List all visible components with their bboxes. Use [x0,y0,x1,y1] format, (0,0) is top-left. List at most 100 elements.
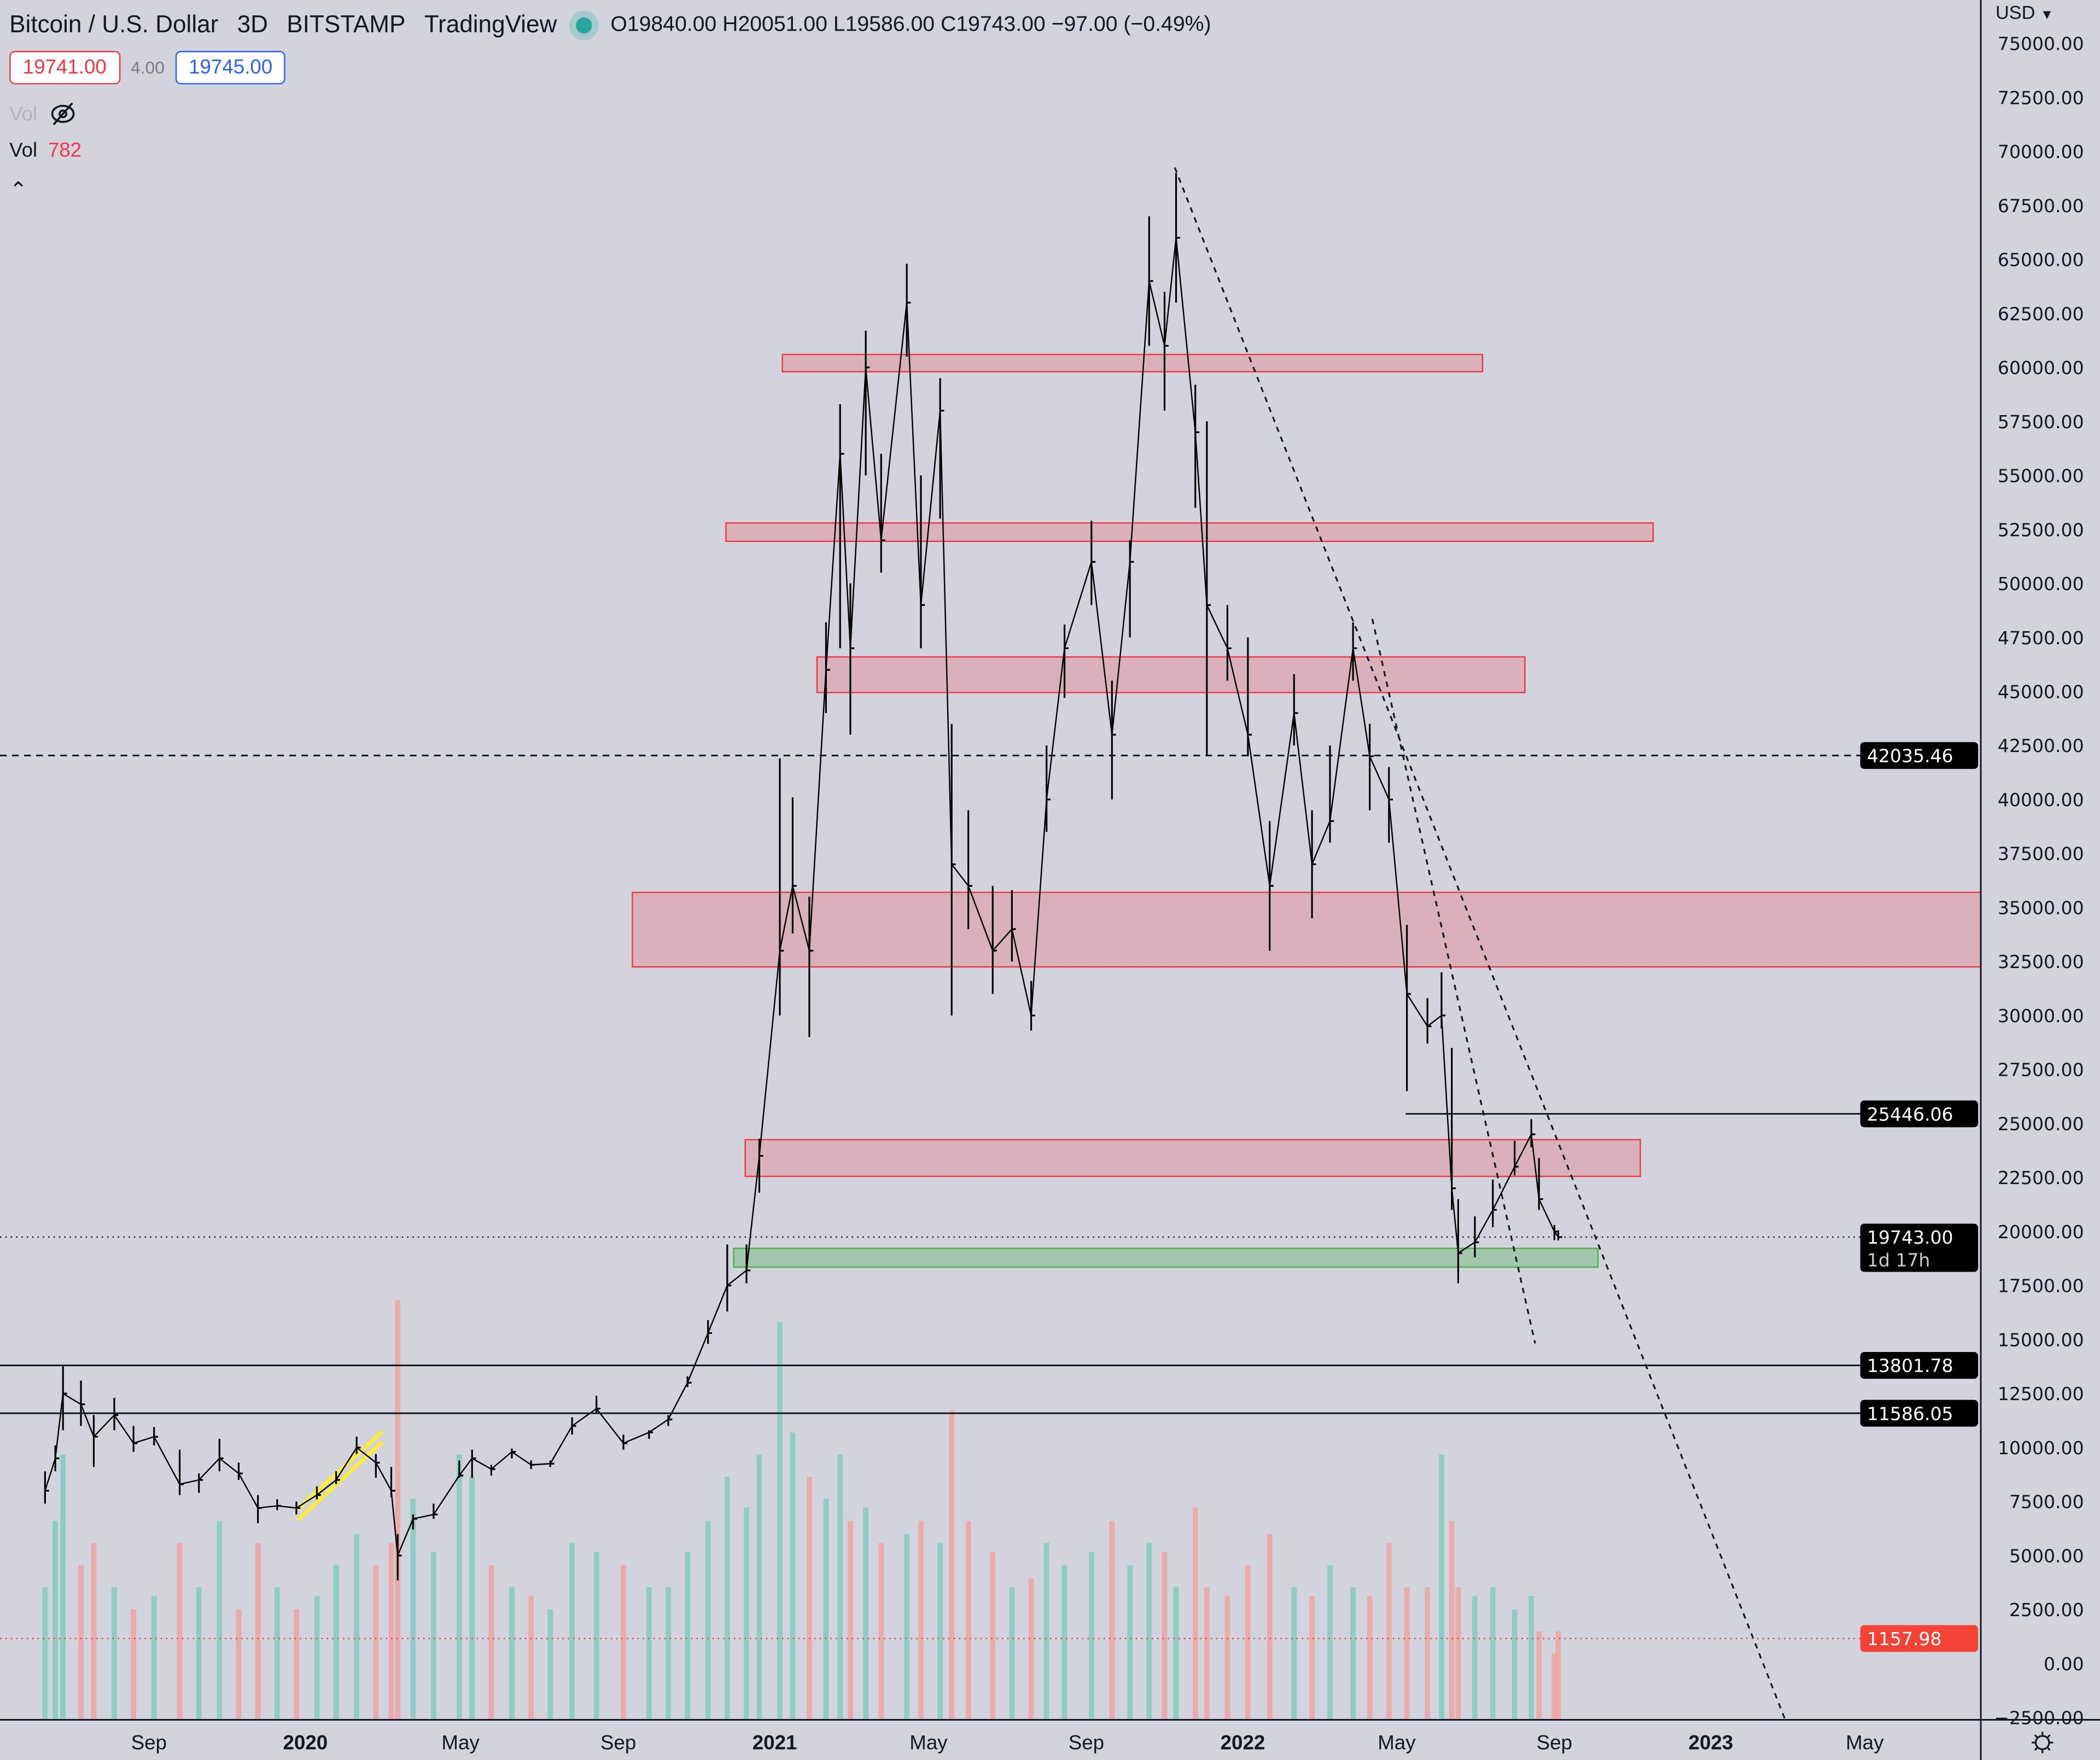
volume-bar [1291,1587,1297,1720]
volume-bar [1472,1596,1478,1720]
price-tick-label: 42500.00 [1998,735,2084,756]
price-bar [44,1471,49,1504]
chevron-up-icon: ⌃ [9,179,27,202]
resistance-zone [632,891,1982,968]
vol-label: Vol [9,139,38,162]
volume-bar [78,1565,84,1720]
price-tick-label: 60000.00 [1998,357,2084,378]
trend-line [1371,619,1536,1344]
price-label: 42035.46 [1860,742,1979,769]
volume-bar [42,1587,48,1720]
ohlc-values: O19840.00 H20051.00 L19586.00 C19743.00 … [610,13,1211,37]
price-bar [458,1460,464,1478]
price-bar [991,885,997,994]
price-bar [622,1434,628,1450]
gear-icon[interactable] [2032,1732,2054,1753]
volume-bar [569,1543,575,1720]
time-tick-label: Sep [1537,1731,1572,1753]
exchange: BITSTAMP [287,10,406,38]
volume-bar [756,1454,762,1720]
volume-bar [410,1499,416,1720]
symbol-name[interactable]: Bitcoin / U.S. Dollar [9,10,219,38]
quote-panel: 19741.00 4.00 19745.00 [9,51,286,85]
open-value: O19840.00 [610,13,717,36]
price-bar [549,1460,555,1467]
price-tick-label: 47500.00 [1998,627,2084,649]
price-tick-label: 2500.00 [2009,1599,2084,1621]
spread: 4.00 [130,57,165,78]
price-tick-label: 52500.00 [1998,519,2084,540]
sell-button[interactable]: 19741.00 [9,51,120,85]
hidden-vol-label: Vol [9,102,38,125]
vol-indicator[interactable]: Vol 782 [9,139,81,162]
volume-bar [547,1609,553,1720]
volume-bar [177,1543,183,1720]
time-tick-label: May [1378,1731,1416,1753]
volume-bar [949,1410,955,1720]
buy-button[interactable]: 19745.00 [175,51,286,85]
price-bar [1514,1140,1519,1175]
price-bar [375,1454,380,1478]
volume-bar [1367,1596,1373,1720]
volume-bar [1043,1543,1049,1720]
volume-bar [1490,1587,1496,1720]
volume-bar [131,1609,137,1720]
price-tick-label: 15000.00 [1998,1329,2084,1350]
price-bar [1538,1158,1543,1210]
gear-tooth [2046,1734,2051,1739]
volume-bar [151,1596,157,1720]
price-bar [153,1427,159,1446]
price-tick-label: 10000.00 [1998,1437,2084,1459]
price-bar [849,583,855,735]
volume-bar [1350,1587,1356,1720]
price-bar [1148,216,1153,346]
price-bar [1129,540,1134,638]
price-bar [1090,521,1096,605]
eye-crossed-icon[interactable] [48,101,78,127]
price-bar [920,475,925,649]
volume-bar [217,1520,223,1720]
volume-bar [60,1454,66,1720]
price-tick-label: 67500.00 [1998,195,2084,217]
price-label-text: 42035.46 [1867,745,1953,767]
hidden-vol-indicator[interactable]: Vol [9,101,78,127]
resistance-zone [781,353,1484,372]
price-bar [745,1244,751,1284]
price-bar [92,1415,98,1467]
price-label-text: 13801.78 [1867,1355,1953,1377]
price-bar [1046,745,1051,832]
price-tick-label: 72500.00 [1998,87,2084,108]
volume-bar [666,1587,671,1720]
price-label-bg [1860,1223,1979,1272]
price-bar [1111,680,1116,800]
collapse-legend-button[interactable]: ⌃ [9,177,27,203]
source: TradingView [424,10,557,38]
volume-bar [1061,1565,1068,1720]
volume-bar [354,1534,360,1720]
volume-bar [294,1609,299,1720]
price-bar [62,1365,67,1431]
volume-bar [1028,1578,1034,1720]
price-bar [1451,1047,1456,1210]
volume-bar [196,1587,202,1720]
price-tick-label: 7500.00 [2009,1491,2084,1513]
price-bar [825,622,830,713]
volume-bar [1529,1596,1534,1720]
currency-selector[interactable]: USD ▼ [1996,1,2054,27]
price-bar [1557,1230,1562,1241]
price-bar [178,1449,184,1495]
interval[interactable]: 3D [237,10,268,38]
chevron-down-icon: ▼ [2040,8,2054,23]
price-tick-label: 65000.00 [1998,249,2084,271]
volume-bar [1127,1565,1133,1720]
price-bar [198,1473,203,1493]
volume-bar [1455,1587,1461,1720]
volume-bar [1425,1587,1431,1720]
price-bar [726,1244,732,1312]
price-label-bg [1860,1400,1979,1427]
volume-bar [1439,1454,1444,1720]
highlight-line [296,1430,384,1511]
time-tick-label: 2022 [1221,1731,1265,1753]
